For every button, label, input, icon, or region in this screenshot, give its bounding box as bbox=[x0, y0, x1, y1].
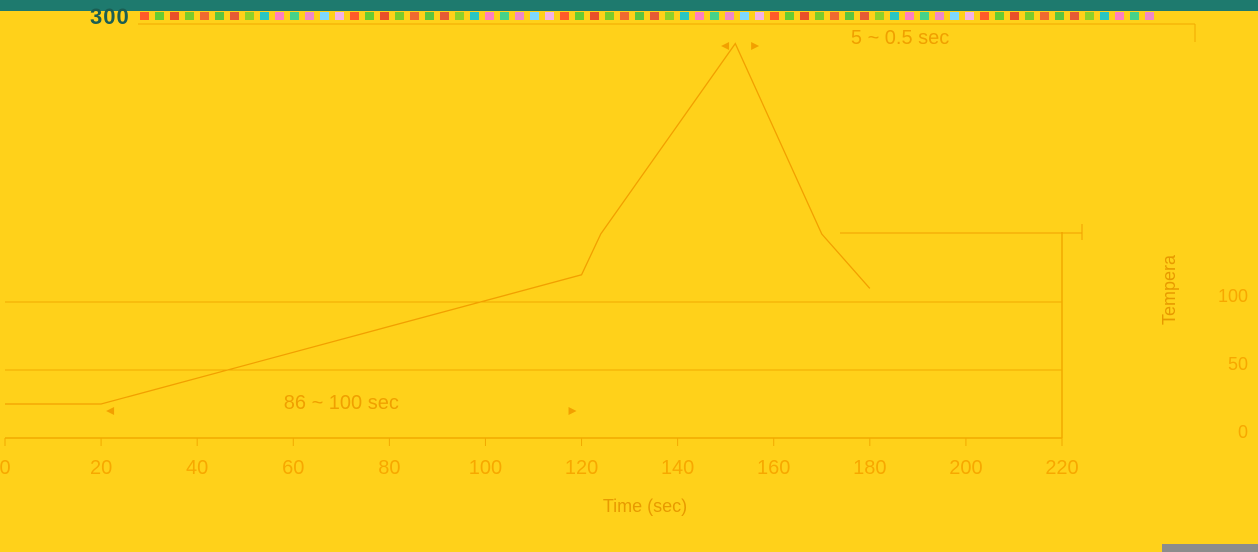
strip-swatch bbox=[620, 12, 629, 20]
strip-swatch bbox=[170, 12, 179, 20]
x-tick-label-120: 120 bbox=[565, 457, 598, 479]
strip-swatch bbox=[470, 12, 479, 20]
strip-swatch bbox=[1040, 12, 1049, 20]
strip-swatch bbox=[515, 12, 524, 20]
strip-swatch bbox=[680, 12, 689, 20]
annotation-arrow-left-1 bbox=[721, 42, 730, 50]
y-axis-title: Tempera bbox=[1159, 254, 1179, 325]
strip-swatch bbox=[920, 12, 929, 20]
strip-swatch bbox=[755, 12, 764, 20]
annotation-arrow-right-1 bbox=[751, 42, 760, 50]
strip-swatch bbox=[500, 12, 509, 20]
strip-swatch bbox=[275, 12, 284, 20]
strip-swatch bbox=[200, 12, 209, 20]
strip-swatch bbox=[695, 12, 704, 20]
annotation-label-0: 86 ~ 100 sec bbox=[284, 392, 399, 414]
strip-swatch bbox=[440, 12, 449, 20]
strip-swatch bbox=[305, 12, 314, 20]
strip-swatch bbox=[665, 12, 674, 20]
strip-swatch bbox=[635, 12, 644, 20]
strip-swatch bbox=[1085, 12, 1094, 20]
strip-swatch bbox=[245, 12, 254, 20]
strip-swatch bbox=[1130, 12, 1139, 20]
annotation-arrow-right-0 bbox=[568, 407, 577, 415]
strip-swatch bbox=[950, 12, 959, 20]
strip-swatch bbox=[215, 12, 224, 20]
annotation-arrow-left-0 bbox=[106, 407, 115, 415]
strip-swatch bbox=[260, 12, 269, 20]
x-tick-label-20: 20 bbox=[90, 457, 112, 479]
strip-swatch bbox=[875, 12, 884, 20]
strip-swatch bbox=[350, 12, 359, 20]
strip-swatch bbox=[800, 12, 809, 20]
strip-swatch bbox=[230, 12, 239, 20]
y-tick-label-0: 0 bbox=[1238, 422, 1248, 442]
strip-swatch bbox=[320, 12, 329, 20]
strip-swatch bbox=[770, 12, 779, 20]
strip-swatch bbox=[365, 12, 374, 20]
strip-swatch bbox=[410, 12, 419, 20]
y-tick-label-50: 50 bbox=[1228, 354, 1248, 374]
strip-swatch bbox=[725, 12, 734, 20]
strip-swatch bbox=[395, 12, 404, 20]
strip-swatch bbox=[965, 12, 974, 20]
strip-swatch bbox=[155, 12, 164, 20]
x-tick-label-60: 60 bbox=[282, 457, 304, 479]
strip-swatch bbox=[1100, 12, 1109, 20]
strip-swatch bbox=[335, 12, 344, 20]
x-tick-label-220: 220 bbox=[1045, 457, 1078, 479]
strip-swatch bbox=[650, 12, 659, 20]
strip-swatch bbox=[545, 12, 554, 20]
strip-swatch bbox=[1070, 12, 1079, 20]
x-tick-label-180: 180 bbox=[853, 457, 886, 479]
strip-swatch bbox=[830, 12, 839, 20]
strip-swatch bbox=[140, 12, 149, 20]
strip-swatch bbox=[740, 12, 749, 20]
annotation-label-1: 5 ~ 0.5 sec bbox=[851, 27, 949, 49]
x-tick-label-100: 100 bbox=[469, 457, 502, 479]
y-axis-max-label: 300 bbox=[90, 4, 130, 29]
window-top-bar bbox=[0, 0, 1258, 11]
x-tick-label-40: 40 bbox=[186, 457, 208, 479]
strip-swatch bbox=[380, 12, 389, 20]
x-tick-label-140: 140 bbox=[661, 457, 694, 479]
strip-swatch bbox=[890, 12, 899, 20]
strip-swatch bbox=[935, 12, 944, 20]
strip-swatch bbox=[905, 12, 914, 20]
temperature-profile-line bbox=[5, 42, 871, 405]
x-tick-label-160: 160 bbox=[757, 457, 790, 479]
strip-swatch bbox=[575, 12, 584, 20]
strip-swatch bbox=[425, 12, 434, 20]
strip-swatch bbox=[590, 12, 599, 20]
strip-swatch bbox=[1025, 12, 1034, 20]
color-strip bbox=[140, 12, 1154, 20]
strip-swatch bbox=[995, 12, 1004, 20]
strip-swatch bbox=[980, 12, 989, 20]
strip-swatch bbox=[530, 12, 539, 20]
strip-swatch bbox=[1055, 12, 1064, 20]
bottom-scrollbar[interactable] bbox=[1162, 544, 1258, 552]
strip-swatch bbox=[455, 12, 464, 20]
x-tick-label-0: 0 bbox=[0, 457, 11, 479]
strip-swatch bbox=[1145, 12, 1154, 20]
strip-swatch bbox=[290, 12, 299, 20]
x-axis-title: Time (sec) bbox=[603, 496, 687, 516]
strip-swatch bbox=[485, 12, 494, 20]
strip-swatch bbox=[815, 12, 824, 20]
strip-swatch bbox=[710, 12, 719, 20]
strip-swatch bbox=[860, 12, 869, 20]
strip-swatch bbox=[785, 12, 794, 20]
x-tick-label-80: 80 bbox=[378, 457, 400, 479]
strip-swatch bbox=[560, 12, 569, 20]
y-tick-label-100: 100 bbox=[1218, 286, 1248, 306]
strip-swatch bbox=[1115, 12, 1124, 20]
x-tick-label-200: 200 bbox=[949, 457, 982, 479]
strip-swatch bbox=[845, 12, 854, 20]
strip-swatch bbox=[1010, 12, 1019, 20]
strip-swatch bbox=[185, 12, 194, 20]
strip-swatch bbox=[605, 12, 614, 20]
